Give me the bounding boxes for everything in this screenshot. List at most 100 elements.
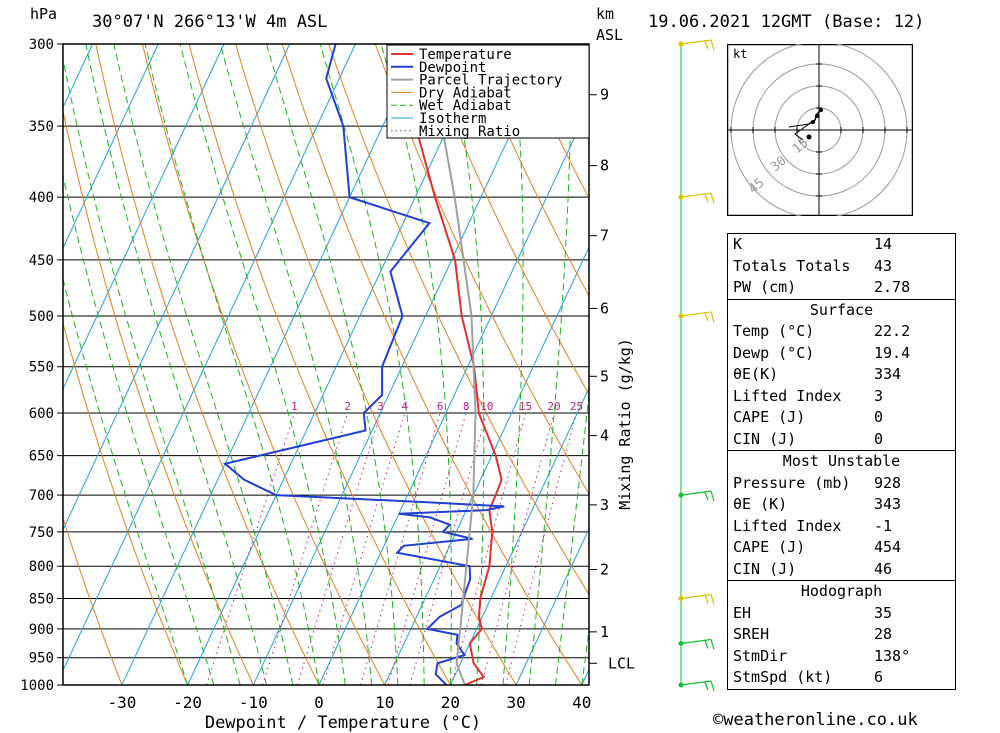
hodograph-row: StmDir 138° <box>728 646 955 668</box>
pressure-tick-label: 800 <box>29 559 54 575</box>
hodograph-value: 35 <box>874 603 893 622</box>
wet-adiabat-line <box>380 44 452 685</box>
pressure-tick-label: 650 <box>29 449 54 465</box>
most-unstable-value: 343 <box>874 495 902 513</box>
surface-row: Dewp (°C) 19.4 <box>728 343 955 365</box>
height-km-label: 6 <box>600 299 609 317</box>
most-unstable-value: -1 <box>874 516 893 535</box>
dry-adiabat-line <box>281 44 583 685</box>
mixing-ratio-label: 10 <box>480 400 493 413</box>
hodograph-label: EH <box>733 603 752 622</box>
surface-value: 19.4 <box>874 343 911 362</box>
index-row: PW (cm) 2.78 <box>728 277 955 299</box>
legend-entry: Parcel Trajectory <box>419 73 562 89</box>
surface-row: Temp (°C) 22.2 <box>728 321 955 343</box>
isotherm-line <box>252 44 553 685</box>
hodograph-label: StmSpd (kt) <box>733 668 833 686</box>
plot-frame <box>62 43 590 686</box>
legend-entry: Isotherm <box>419 111 486 127</box>
parcel-trajectory-line <box>420 44 477 685</box>
pressure-tick-label: 750 <box>29 525 54 541</box>
temperature-tick-label: 30 <box>506 693 525 712</box>
surface-row: Lifted Index 3 <box>728 386 955 408</box>
pressure-tick-label: 950 <box>29 651 54 667</box>
asl-unit-label: ASL <box>596 26 624 44</box>
wet-adiabat-line <box>446 44 485 685</box>
temperature-line <box>387 44 503 685</box>
most-unstable-label: CIN (J) <box>733 559 797 578</box>
wet-adiabat-line <box>63 173 215 685</box>
most-unstable-label: CAPE (J) <box>733 538 806 556</box>
dry-adiabat-line <box>421 44 589 396</box>
surface-row: θE(K) 334 <box>728 364 955 386</box>
pressure-unit-label: hPa <box>30 5 58 23</box>
most-unstable-value: 928 <box>874 473 902 492</box>
pressure-tick-label: 900 <box>29 622 54 638</box>
dewpoint-line <box>222 44 505 685</box>
wind-barb <box>680 39 715 51</box>
most-unstable-row: θE (K) 343 <box>728 494 955 516</box>
wet-adiabat-line <box>113 44 294 685</box>
pressure-tick-label: 350 <box>29 119 54 135</box>
surface-label: Dewp (°C) <box>733 343 815 362</box>
wet-adiabat-line <box>63 277 189 685</box>
dry-adiabat-line <box>95 44 320 685</box>
surface-row: CIN (J) 0 <box>728 429 955 451</box>
wet-adiabat-line <box>85 44 267 685</box>
isotherm-line <box>384 246 589 685</box>
pressure-tick-label: 550 <box>29 360 54 376</box>
hodograph-value: 6 <box>874 668 884 686</box>
x-axis-label: Dewpoint / Temperature (°C) <box>205 713 481 733</box>
mixing-ratio-label: 1 <box>291 400 298 413</box>
index-label: Totals Totals <box>733 256 851 275</box>
mixing-ratio-label: 8 <box>463 400 470 413</box>
mixing-ratio-label: 20 <box>547 400 560 413</box>
legend-frame <box>386 44 590 139</box>
height-km-label: 3 <box>600 496 609 514</box>
mixing-ratio-line <box>262 412 349 685</box>
most-unstable-row: Pressure (mb) 928 <box>728 473 955 495</box>
hodograph-storm-motion <box>806 134 812 140</box>
isotherm-line <box>63 44 356 672</box>
hodograph-row: StmSpd (kt) 6 <box>728 667 955 689</box>
dry-adiabat-line <box>188 44 451 685</box>
wet-adiabat-line <box>219 44 373 685</box>
mixing-ratio-label: 2 <box>344 400 351 413</box>
dry-adiabat-line <box>141 44 386 685</box>
surface-value: 334 <box>874 365 902 383</box>
wind-barb <box>680 593 715 605</box>
isotherm-line <box>63 44 159 250</box>
height-km-label: LCL <box>608 654 635 672</box>
wet-adiabat-line <box>528 44 572 685</box>
most-unstable-row: CIN (J) 46 <box>728 559 955 581</box>
wind-barb <box>680 311 715 323</box>
hodograph-row: SREH 28 <box>728 624 955 646</box>
pressure-tick-label: 300 <box>29 37 54 53</box>
height-km-label: 8 <box>600 157 609 175</box>
indices-table: K 14 Totals Totals 43 PW (cm) 2.78 Surface Te… <box>727 233 956 690</box>
surface-section-title: Surface <box>809 300 874 319</box>
wet-adiabat-line <box>179 44 346 685</box>
mixing-ratio-line <box>206 412 295 685</box>
wind-barb <box>680 490 715 502</box>
most-unstable-value: 454 <box>874 538 902 556</box>
mixing-ratio-axis-label: Mixing Ratio (g/kg) <box>616 338 634 510</box>
mixing-ratio-label: 6 <box>437 400 444 413</box>
pressure-tick-label: 700 <box>29 488 54 504</box>
skewt-chart: 1 2 3 4 6 8 10 15 20 2530035040045050055060065070… <box>0 37 635 733</box>
surface-value: 3 <box>874 386 884 405</box>
dry-adiabat-line <box>63 109 254 685</box>
mixing-ratio-line <box>450 412 527 685</box>
index-value: 2.78 <box>874 278 911 296</box>
copyright-footer: ©weatheronline.co.uk <box>713 710 918 730</box>
index-row: K 14 <box>728 234 955 256</box>
height-km-label: 1 <box>600 623 609 641</box>
hodograph-value: 138° <box>874 646 911 665</box>
isotherm-line <box>515 527 589 685</box>
wind-barb <box>680 192 715 204</box>
wet-adiabat-line <box>319 44 425 685</box>
hodograph-section-title: Hodograph <box>800 582 883 600</box>
hodograph-unit-label: kt <box>733 47 747 61</box>
isotherm-line <box>0 44 27 685</box>
wet-adiabat-line <box>555 390 589 685</box>
